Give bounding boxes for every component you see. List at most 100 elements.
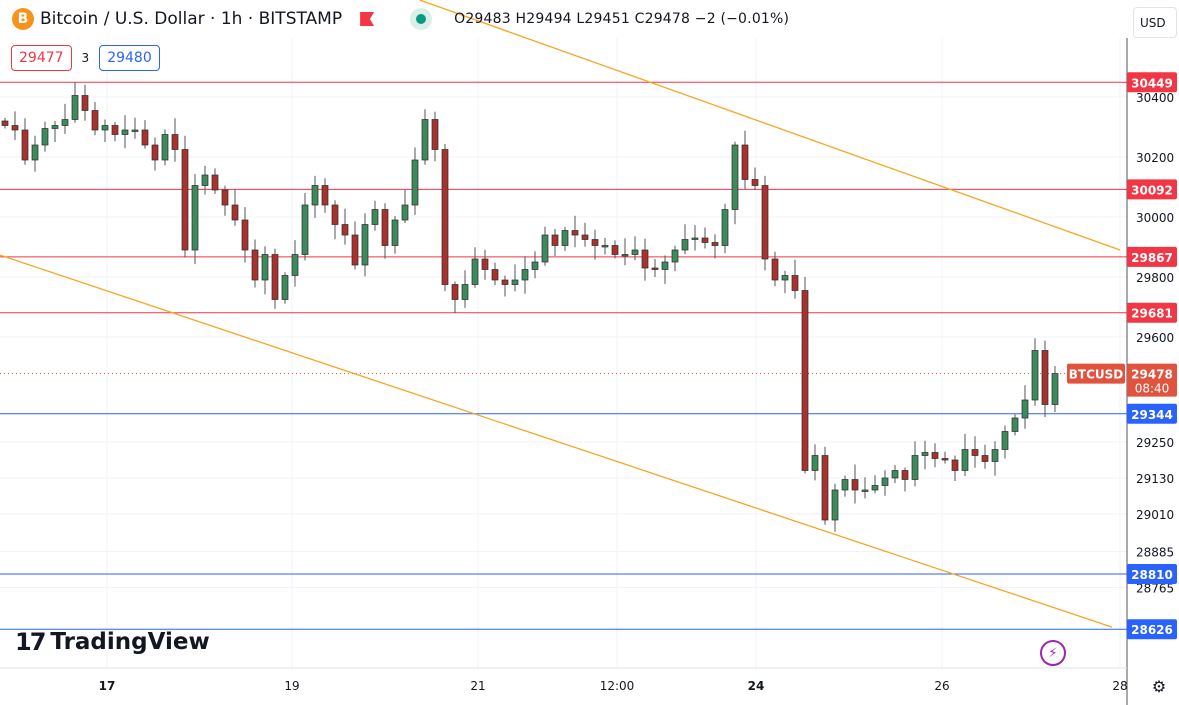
candle-up: [401, 204, 409, 221]
candle-down: [221, 189, 229, 206]
candle-down: [951, 459, 959, 471]
ohlc-values: O29483 H29494 L29451 C29478 −2 (−0.01%): [454, 11, 790, 27]
flag-icon[interactable]: [360, 12, 375, 26]
candle-up: [131, 129, 139, 132]
symbol-header: B Bitcoin / U.S. Dollar · 1h · BITSTAMP …: [0, 0, 1127, 38]
price-tick-label: 29600: [1136, 331, 1174, 345]
candle-up: [391, 219, 399, 246]
candle-down: [821, 455, 829, 521]
candle-up: [961, 449, 969, 471]
candle-up: [541, 234, 549, 263]
buy-button[interactable]: 29480: [99, 45, 160, 71]
candle-down: [941, 458, 949, 461]
candle-down: [931, 452, 939, 459]
level-tag-text: 30449: [1131, 76, 1173, 90]
candle-up: [531, 261, 539, 270]
level-tag-text: 28810: [1131, 568, 1173, 582]
candle-down: [1041, 350, 1049, 405]
candle-up: [721, 209, 729, 246]
candle-up: [811, 455, 819, 471]
symbol-tag-text: BTCUSD: [1069, 368, 1124, 382]
bar-countdown-text: 08:40: [1135, 382, 1170, 396]
candle-down: [971, 449, 979, 456]
candle-down: [11, 125, 19, 131]
candle-down: [251, 249, 259, 281]
candle-down: [741, 144, 749, 180]
last-price-text: 29478: [1131, 368, 1173, 382]
level-tag-29344: [1127, 403, 1177, 424]
settings-icon[interactable]: ⚙: [1151, 676, 1167, 696]
spread-value: 3: [81, 51, 90, 65]
level-tag-30449: [1127, 72, 1177, 93]
candle-down: [981, 455, 989, 462]
level-tag-29867: [1127, 246, 1177, 267]
price-tick-label: 30000: [1136, 211, 1174, 225]
candle-down: [381, 209, 389, 246]
candle-up: [991, 449, 999, 462]
candle-down: [571, 230, 579, 236]
candle-down: [711, 242, 719, 246]
candle-up: [691, 237, 699, 240]
candle-up: [601, 245, 609, 248]
candle-down: [211, 174, 219, 191]
candle-down: [321, 185, 329, 206]
candle-down: [331, 204, 339, 225]
price-tick-label: 30400: [1136, 91, 1174, 105]
candle-up: [61, 119, 69, 126]
price-tick-label: 29800: [1136, 271, 1174, 285]
candle-down: [91, 110, 99, 131]
lightning-icon[interactable]: ⚡: [1040, 640, 1066, 666]
price-tick-label: 29010: [1136, 508, 1174, 522]
level-tag-text: 28626: [1131, 623, 1173, 637]
level-tag-28626: [1127, 619, 1177, 640]
candle-up: [51, 125, 59, 129]
last-price-tag: [1127, 363, 1177, 397]
candle-up: [561, 230, 569, 246]
symbol-tag: [1067, 363, 1125, 384]
candle-down: [611, 245, 619, 255]
candle-up: [301, 204, 309, 255]
candle-up: [631, 249, 639, 255]
candle-up: [781, 275, 789, 281]
candle-down: [141, 129, 149, 146]
candle-down: [441, 149, 449, 285]
candle-up: [101, 125, 109, 131]
time-tick-label: 17: [99, 679, 116, 693]
tradingview-logo-mark: 17: [15, 628, 46, 656]
candle-up: [201, 174, 209, 186]
candle-down: [431, 119, 439, 150]
tradingview-logo-text: TradingView: [50, 629, 210, 655]
candle-up: [281, 275, 289, 300]
candle-down: [791, 275, 799, 291]
candle-down: [801, 290, 809, 471]
currency-select[interactable]: USD: [1133, 7, 1177, 38]
price-axis[interactable]: 30400 30200 30000 29800 29600 29250 29130 29010…: [1136, 91, 1174, 596]
candle-up: [1021, 399, 1029, 419]
horizontal-levels: [0, 81, 1127, 630]
time-axis[interactable]: 17 19 21 12:00 24 26 28: [99, 679, 1128, 693]
tradingview-logo[interactable]: 17 TradingView: [15, 628, 210, 656]
trendlines: [0, 0, 1121, 628]
sell-button[interactable]: 29477: [11, 45, 72, 71]
candle-up: [661, 261, 669, 270]
candle-up: [831, 489, 839, 521]
candle-up: [471, 258, 479, 285]
candle-down: [481, 258, 489, 270]
level-tag-30092: [1127, 179, 1177, 200]
candle-up: [261, 254, 269, 281]
candle-down: [271, 254, 279, 300]
candle-up: [1051, 373, 1059, 405]
candle-down: [581, 234, 589, 240]
level-tag-text: 29867: [1131, 251, 1173, 265]
candle-up: [191, 185, 199, 251]
candle-down: [851, 479, 859, 491]
candle-up: [731, 144, 739, 210]
symbol-title[interactable]: Bitcoin / U.S. Dollar · 1h · BITSTAMP: [40, 9, 343, 29]
candle-down: [901, 470, 909, 480]
market-status-icon[interactable]: [410, 8, 433, 30]
bitcoin-icon: B: [12, 8, 34, 30]
candle-up: [291, 254, 299, 276]
candle-down: [351, 234, 359, 266]
candle-up: [71, 95, 79, 120]
